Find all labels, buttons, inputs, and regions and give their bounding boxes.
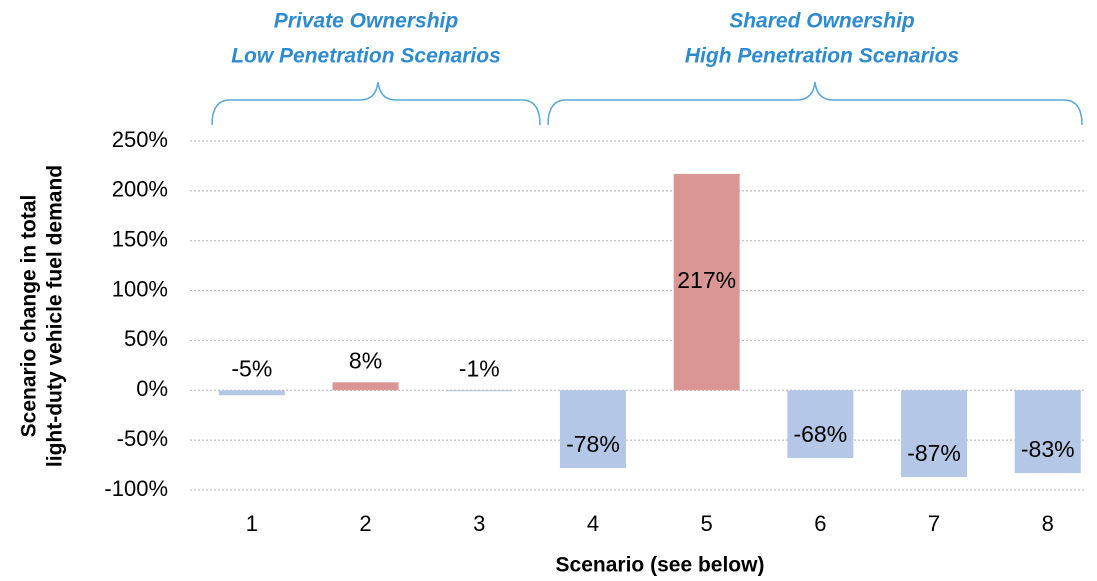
x-axis-title: Scenario (see below) (556, 554, 765, 577)
y-tick-label: 50% (124, 326, 168, 351)
y-axis-title: light-duty vehicle fuel demand (44, 165, 67, 467)
group-title: Low Penetration Scenarios (231, 45, 501, 68)
value-label: -68% (793, 421, 847, 447)
value-label: -83% (1021, 436, 1075, 462)
group-title: Shared Ownership (729, 10, 915, 33)
bar (559, 390, 626, 469)
group-title: High Penetration Scenarios (685, 45, 959, 68)
x-tick-label: 4 (587, 511, 599, 536)
x-tick-label: 1 (246, 511, 258, 536)
bar (218, 390, 285, 396)
value-label: -5% (231, 355, 272, 381)
value-label: 217% (677, 267, 736, 293)
bar (1014, 390, 1081, 474)
y-tick-label: -50% (117, 426, 168, 451)
x-tick-label: 2 (359, 511, 371, 536)
x-tick-label: 7 (928, 511, 940, 536)
bar (332, 382, 399, 391)
brace (211, 81, 541, 126)
bar (446, 390, 513, 392)
bar (901, 390, 968, 478)
y-tick-label: 150% (112, 227, 168, 252)
bar (673, 173, 740, 391)
brace (547, 81, 1083, 126)
y-tick-label: 200% (112, 177, 168, 202)
y-tick-label: 250% (112, 127, 168, 152)
value-label: -1% (459, 355, 500, 381)
y-tick-label: 100% (112, 276, 168, 301)
x-tick-label: 5 (701, 511, 713, 536)
bar (787, 390, 854, 459)
y-tick-label: 0% (136, 376, 168, 401)
y-axis-title: Scenario change in total (18, 195, 41, 438)
x-tick-label: 8 (1042, 511, 1054, 536)
x-tick-label: 3 (473, 511, 485, 536)
value-label: -78% (566, 431, 620, 457)
value-label: -87% (907, 440, 961, 466)
x-tick-label: 6 (814, 511, 826, 536)
value-label: 8% (349, 347, 382, 373)
y-tick-label: -100% (104, 476, 168, 501)
group-title: Private Ownership (274, 10, 459, 33)
